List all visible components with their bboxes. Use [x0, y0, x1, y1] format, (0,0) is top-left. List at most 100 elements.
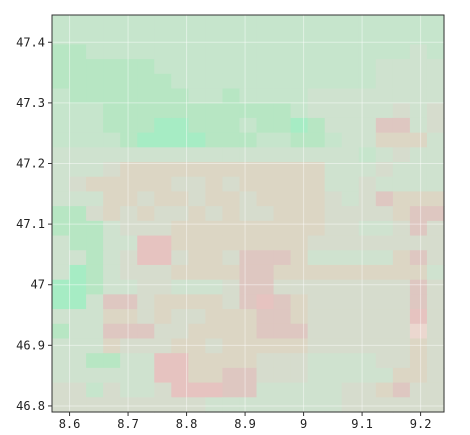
raster-cell — [256, 264, 275, 281]
raster-cell — [86, 15, 104, 31]
raster-cell — [120, 309, 138, 325]
raster-cell — [426, 191, 445, 207]
raster-cell — [341, 103, 360, 119]
raster-cell — [239, 250, 258, 266]
raster-cell — [52, 382, 70, 398]
raster-cell — [205, 132, 224, 148]
raster-cell — [273, 176, 292, 193]
x-tick-label: 9 — [300, 417, 307, 431]
raster-cell — [256, 367, 275, 384]
raster-cell — [375, 132, 394, 148]
raster-cell — [52, 73, 70, 90]
raster-cell — [273, 103, 292, 119]
raster-cell — [103, 338, 121, 354]
raster-cell — [375, 264, 394, 281]
raster-cell — [290, 44, 309, 60]
raster-cell — [426, 147, 445, 163]
raster-cell — [273, 397, 292, 413]
raster-cell — [120, 15, 138, 31]
raster-cell — [239, 279, 258, 295]
raster-cell — [341, 206, 360, 222]
raster-cell — [290, 323, 309, 340]
raster-cell — [324, 235, 343, 251]
raster-cell — [154, 220, 172, 237]
raster-cell — [188, 162, 206, 178]
raster-cell — [358, 309, 377, 325]
raster-cell — [358, 15, 377, 31]
raster-cell — [205, 279, 224, 295]
raster-cell — [103, 59, 121, 75]
raster-cell — [188, 367, 206, 384]
raster-cell — [222, 338, 241, 354]
raster-cell — [86, 279, 104, 295]
raster-cell — [358, 338, 377, 354]
raster-cell — [307, 279, 326, 295]
raster-cell — [120, 250, 138, 266]
raster-cell — [154, 338, 172, 354]
raster-cell — [137, 279, 155, 295]
raster-cell — [375, 235, 394, 251]
raster-cell — [290, 206, 309, 222]
raster-cell — [256, 323, 275, 340]
raster-cell — [256, 29, 275, 45]
raster-cell — [239, 44, 258, 60]
raster-cell — [290, 382, 309, 398]
raster-cell — [137, 117, 155, 134]
raster-cell — [324, 382, 343, 398]
raster-cell — [154, 59, 172, 75]
raster-cell — [392, 59, 411, 75]
raster-cell — [103, 220, 121, 237]
raster-cell — [256, 397, 275, 413]
raster-cell — [205, 103, 224, 119]
x-tick-label: 9.2 — [410, 417, 432, 431]
raster-cell — [120, 59, 138, 75]
raster-cell — [52, 44, 70, 60]
raster-cell — [69, 309, 87, 325]
raster-cell — [375, 309, 394, 325]
raster-cell — [392, 338, 411, 354]
raster-cell — [256, 220, 275, 237]
raster-cell — [273, 309, 292, 325]
raster-cell — [69, 73, 87, 90]
raster-cell — [426, 294, 445, 310]
raster-cell — [188, 44, 206, 60]
raster-cell — [307, 206, 326, 222]
raster-cell — [324, 294, 343, 310]
raster-cell — [358, 162, 377, 178]
raster-cell — [239, 264, 258, 281]
raster-cell — [273, 191, 292, 207]
raster-cell — [171, 397, 189, 413]
raster-cell — [205, 220, 224, 237]
raster-cell — [273, 147, 292, 163]
raster-cell — [392, 382, 411, 398]
raster-cell — [358, 132, 377, 148]
raster-cell — [137, 132, 155, 148]
raster-cell — [358, 220, 377, 237]
raster-cell — [426, 103, 445, 119]
raster-cell — [86, 103, 104, 119]
raster-cell — [307, 162, 326, 178]
raster-cell — [171, 15, 189, 31]
raster-cell — [222, 367, 241, 384]
raster-cell — [239, 147, 258, 163]
raster-cell — [222, 103, 241, 119]
raster-cell — [392, 73, 411, 90]
raster-cell — [409, 279, 428, 295]
raster-cell — [307, 147, 326, 163]
raster-cell — [358, 191, 377, 207]
raster-cell — [103, 132, 121, 148]
raster-cell — [307, 397, 326, 413]
raster-cell — [239, 191, 258, 207]
raster-cell — [120, 294, 138, 310]
raster-cell — [86, 162, 104, 178]
raster-cell — [358, 382, 377, 398]
raster-cell — [341, 367, 360, 384]
raster-cell — [324, 147, 343, 163]
x-tick-label: 9.1 — [351, 417, 373, 431]
x-tick-label: 8.8 — [176, 417, 198, 431]
raster-cell — [171, 338, 189, 354]
raster-cell — [375, 279, 394, 295]
raster-cell — [69, 206, 87, 222]
raster-cell — [409, 367, 428, 384]
raster-cell — [392, 220, 411, 237]
